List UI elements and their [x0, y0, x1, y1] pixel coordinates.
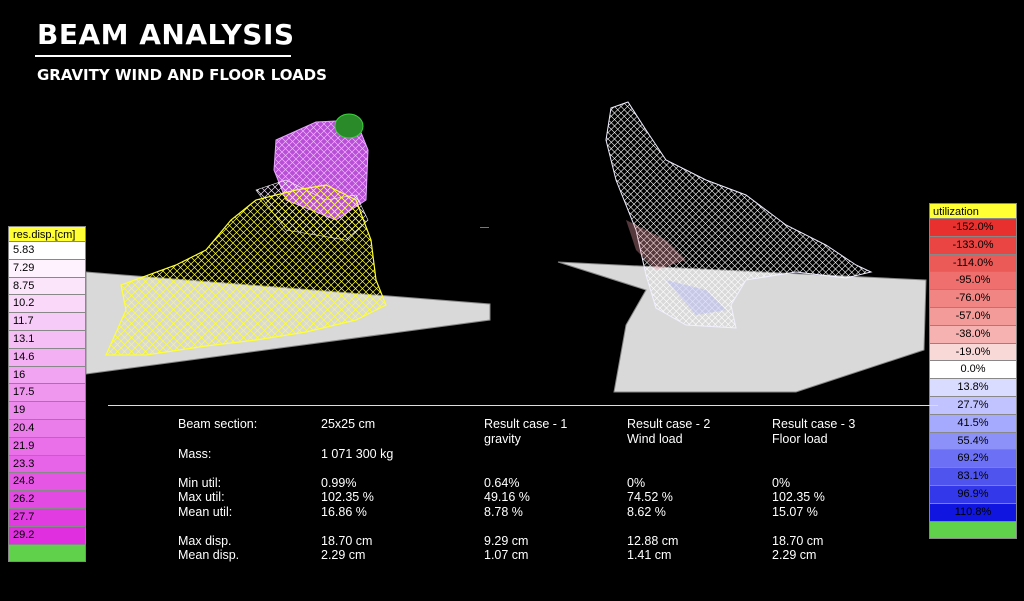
utilization-model-view[interactable] [556, 100, 936, 400]
displacement-legend-entry: 16 [8, 366, 86, 385]
structure-yellow [105, 184, 387, 356]
utilization-legend-entry: -38.0% [929, 325, 1017, 344]
mean-disp-case2: 1.41 cm [627, 548, 672, 562]
displacement-legend-entry: 5.83 [8, 242, 86, 260]
result-case-3-name: Floor load [772, 432, 828, 446]
beam-section-label: Beam section: [178, 417, 258, 431]
displacement-legend-end-swatch [8, 544, 86, 563]
floor-slab-right [557, 261, 927, 393]
mass-label: Mass: [178, 447, 212, 461]
stats-divider [108, 405, 938, 406]
displacement-legend-entry: 13.1 [8, 330, 86, 349]
max-util-case2: 74.52 % [627, 490, 673, 504]
max-disp-all: 18.70 cm [321, 534, 373, 548]
utilization-legend-entry: 13.8% [929, 379, 1017, 397]
displacement-model-view[interactable] [86, 110, 496, 380]
min-util-all: 0.99% [321, 476, 357, 490]
utilization-legend-entry: 27.7% [929, 396, 1017, 415]
utilization-legend-end-swatch [929, 521, 1017, 540]
mean-disp-all: 2.29 cm [321, 548, 366, 562]
utilization-legend-entry: 96.9% [929, 485, 1017, 504]
utilization-legend-entry: 83.1% [929, 468, 1017, 486]
displacement-legend-entry: 21.9 [8, 437, 86, 456]
max-disp-case3: 18.70 cm [772, 534, 824, 548]
utilization-legend-entry: -152.0% [929, 219, 1017, 237]
max-util-case3: 102.35 % [772, 490, 825, 504]
result-case-3-header: Result case - 3 [772, 417, 856, 431]
min-util-case1: 0.64% [484, 476, 520, 490]
displacement-legend-entry: 14.6 [8, 348, 86, 367]
displacement-legend-title: res.disp.[cm] [8, 226, 86, 242]
page-title: BEAM ANALYSIS [37, 18, 295, 51]
mean-disp-case1: 1.07 cm [484, 548, 529, 562]
result-case-2-header: Result case - 2 [627, 417, 711, 431]
utilization-legend-entry: -19.0% [929, 343, 1017, 362]
utilization-legend: utilization -152.0% -133.0% -114.0% -95.0% -… [929, 203, 1017, 540]
mean-disp-label: Mean disp. [178, 548, 240, 562]
mean-util-case1: 8.78 % [484, 505, 523, 519]
page-subtitle: GRAVITY WIND AND FLOOR LOADS [37, 66, 327, 84]
displacement-legend: res.disp.[cm] 5.83 7.29 8.75 10.2 11.7 13.1 14… [8, 226, 86, 563]
displacement-legend-entry: 8.75 [8, 277, 86, 296]
mean-util-case2: 8.62 % [627, 505, 666, 519]
max-disp-label: Max disp. [178, 534, 232, 548]
mean-util-all: 16.86 % [321, 505, 367, 519]
displacement-legend-entry: 7.29 [8, 259, 86, 278]
mass-value: 1 071 300 kg [321, 447, 394, 461]
min-util-case3: 0% [772, 476, 791, 490]
title-underline [35, 55, 291, 57]
utilization-legend-entry: 110.8% [929, 503, 1017, 522]
max-util-case1: 49.16 % [484, 490, 530, 504]
displacement-legend-entry: 20.4 [8, 419, 86, 438]
utilization-legend-entry: -95.0% [929, 272, 1017, 291]
displacement-legend-entry: 27.7 [8, 508, 86, 527]
displacement-legend-entry: 17.5 [8, 384, 86, 403]
utilization-legend-entry: -57.0% [929, 307, 1017, 326]
result-case-2-name: Wind load [627, 432, 683, 446]
displacement-legend-entry: 29.2 [8, 526, 86, 545]
displacement-legend-entry: 23.3 [8, 455, 86, 474]
utilization-legend-title: utilization [929, 203, 1017, 219]
mean-util-case3: 15.07 % [772, 505, 818, 519]
mean-disp-case3: 2.29 cm [772, 548, 817, 562]
utilization-legend-entry: -114.0% [929, 254, 1017, 273]
displacement-legend-entry: 10.2 [8, 295, 86, 314]
peak-node [334, 113, 364, 139]
min-util-label: Min util: [178, 476, 222, 490]
utilization-legend-entry: 41.5% [929, 414, 1017, 433]
max-util-label: Max util: [178, 490, 225, 504]
utilization-legend-entry: 69.2% [929, 450, 1017, 469]
max-disp-case1: 9.29 cm [484, 534, 529, 548]
utilization-legend-entry: 0.0% [929, 361, 1017, 380]
displacement-legend-entry: 19 [8, 402, 86, 420]
min-util-case2: 0% [627, 476, 646, 490]
utilization-legend-entry: 55.4% [929, 432, 1017, 451]
result-case-1-name: gravity [484, 432, 521, 446]
structure-utilization [605, 101, 873, 329]
displacement-legend-entry: 24.8 [8, 473, 86, 492]
beam-section-value: 25x25 cm [321, 417, 376, 431]
view-divider-mark [480, 227, 489, 228]
result-case-1-header: Result case - 1 [484, 417, 568, 431]
utilization-legend-entry: -76.0% [929, 290, 1017, 308]
displacement-legend-entry: 11.7 [8, 313, 86, 331]
max-disp-case2: 12.88 cm [627, 534, 679, 548]
utilization-legend-entry: -133.0% [929, 236, 1017, 255]
mean-util-label: Mean util: [178, 505, 233, 519]
max-util-all: 102.35 % [321, 490, 374, 504]
displacement-legend-entry: 26.2 [8, 491, 86, 509]
